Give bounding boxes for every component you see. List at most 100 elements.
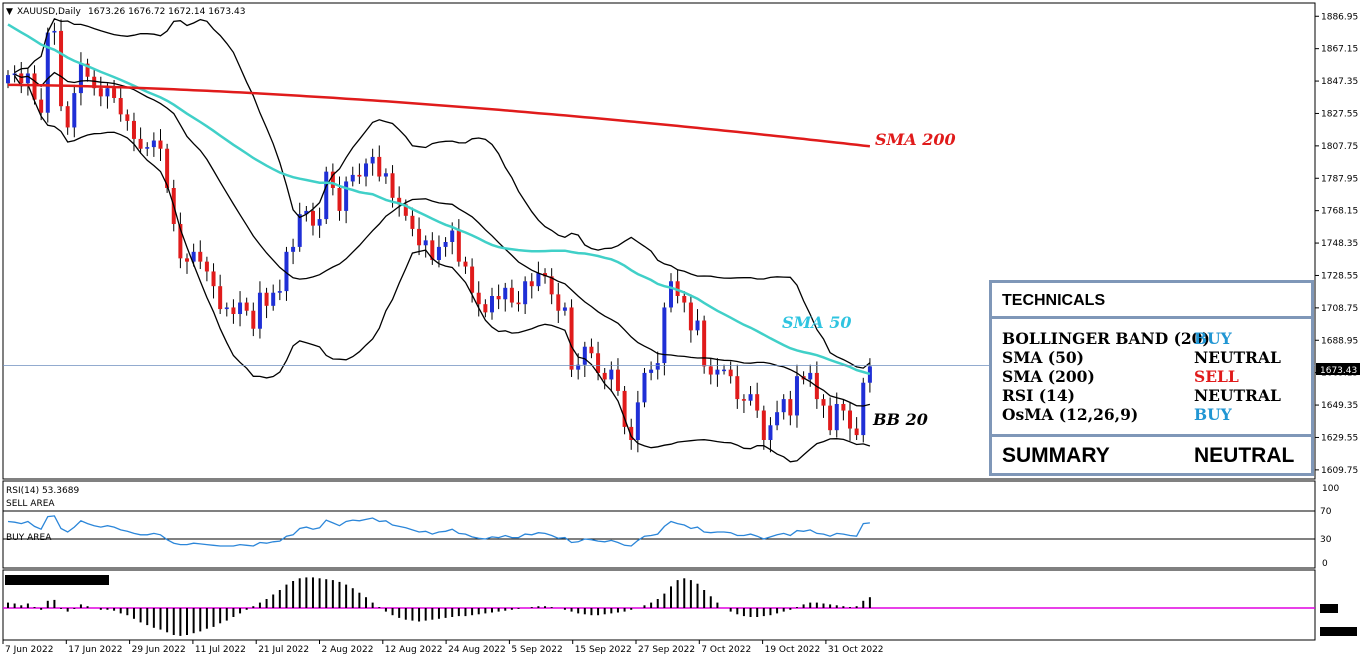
bear-candle [629, 426, 634, 440]
bull-candle [834, 404, 839, 431]
bear-candle [569, 307, 574, 370]
bull-candle [436, 246, 441, 260]
bull-candle [715, 369, 720, 375]
bear-candle [828, 405, 833, 431]
bear-candle [165, 148, 170, 188]
indicator-name: RSI (14) [1002, 386, 1075, 405]
summary-value: NEUTRAL [1194, 444, 1295, 467]
technicals-title: TECHNICALS [992, 283, 1311, 319]
bear-candle [218, 286, 223, 310]
time-tick-label: 31 Oct 2022 [828, 645, 884, 655]
bear-candle [622, 390, 627, 427]
time-tick-label: 7 Oct 2022 [701, 645, 751, 655]
bull-candle [523, 281, 528, 305]
bull-candle [489, 296, 494, 313]
bear-candle [615, 369, 620, 391]
bear-candle [397, 197, 402, 205]
time-tick-label: 11 Jul 2022 [195, 645, 246, 655]
osma-value-tag [1320, 604, 1338, 613]
bear-candle [231, 307, 236, 314]
time-tick-label: 21 Jul 2022 [258, 645, 309, 655]
indicator-lines-layer [3, 17, 1315, 463]
bear-candle [841, 404, 846, 411]
bull-candle [291, 246, 296, 252]
sma50-line [7, 23, 871, 376]
summary-label: SUMMARY [1002, 444, 1110, 467]
bear-candle [556, 294, 561, 311]
price-tick-label: 1867.15 [1321, 45, 1358, 55]
bull-candle [450, 230, 455, 242]
sell-area-label: SELL AREA [6, 499, 55, 509]
osma-layer [3, 575, 1357, 636]
bear-candle [516, 302, 521, 305]
bear-candle [310, 210, 315, 226]
indicator-signal: BUY [1194, 329, 1232, 348]
bull-candle [224, 307, 229, 310]
bull-candle [52, 30, 57, 33]
bear-candle [543, 273, 548, 277]
bull-candle [582, 346, 587, 365]
bull-candle [105, 88, 110, 97]
bollinger-upper-line [14, 17, 871, 369]
technicals-panel: TECHNICALS BOLLINGER BAND (20) BUY SMA (… [989, 280, 1314, 476]
price-tick-label: 1728.55 [1321, 271, 1358, 281]
bull-candle [383, 173, 388, 177]
bull-candle [145, 147, 150, 149]
bear-candle [430, 240, 435, 260]
bear-candle [19, 73, 24, 84]
rsi-scale-100: 100 [1322, 484, 1339, 494]
bull-candle [277, 291, 282, 293]
bear-candle [682, 296, 687, 303]
time-tick-label: 2 Aug 2022 [322, 645, 374, 655]
bear-candle [417, 228, 422, 246]
bull-candle [669, 281, 673, 308]
bull-candle [808, 372, 813, 380]
time-tick-label: 15 Sep 2022 [575, 645, 632, 655]
bear-candle [463, 261, 468, 267]
bear-candle [688, 302, 693, 331]
bull-candle [304, 210, 309, 215]
bull-candle [642, 372, 647, 403]
bear-candle [509, 287, 514, 303]
bull-candle [609, 369, 614, 380]
rsi-scale-70: 70 [1320, 507, 1332, 517]
bear-candle [410, 215, 415, 229]
bull-candle [78, 63, 83, 94]
bear-candle [708, 366, 713, 375]
bull-candle [324, 171, 329, 220]
bear-candle [264, 292, 269, 306]
osma-panel-frame [2, 569, 1316, 641]
bull-candle [867, 366, 872, 383]
bear-candle [39, 99, 44, 113]
bull-candle [655, 363, 660, 370]
bull-candle [6, 75, 10, 84]
indicator-name: BOLLINGER BAND (20) [1002, 329, 1210, 348]
price-tick-label: 1629.55 [1321, 433, 1358, 443]
indicator-name: SMA (200) [1002, 367, 1095, 386]
bull-candle [191, 251, 196, 262]
time-axis: 7 Jun 2022 17 Jun 2022 29 Jun 2022 11 Jul 2… [2, 640, 884, 655]
bear-candle [821, 399, 826, 406]
bear-candle [158, 140, 163, 149]
price-tick-label: 1886.95 [1321, 12, 1358, 22]
bull-candle [503, 287, 508, 300]
bear-candle [125, 114, 130, 121]
bear-candle [602, 372, 607, 380]
bear-candle [251, 310, 256, 329]
rsi-panel-frame [2, 480, 1316, 569]
bollinger-lower-line [14, 75, 871, 463]
bear-candle [65, 106, 70, 128]
current-price-tag [1316, 363, 1360, 375]
indicator-name: OsMA (12,26,9) [1002, 405, 1139, 424]
time-tick-label: 5 Sep 2022 [511, 645, 562, 655]
bull-candle [443, 242, 448, 247]
bb20-annotation: BB 20 [872, 410, 928, 429]
bear-candle [244, 302, 249, 311]
bull-candle [768, 425, 773, 440]
bull-candle [748, 394, 753, 401]
price-tick-label: 1688.95 [1321, 336, 1358, 346]
bear-candle [118, 98, 123, 115]
bear-candle [761, 410, 766, 440]
bull-candle [350, 174, 355, 182]
